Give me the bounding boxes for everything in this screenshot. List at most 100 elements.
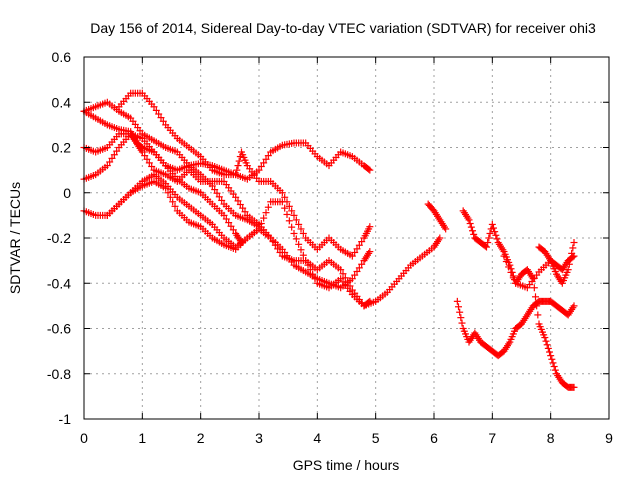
- data-point: [453, 297, 461, 305]
- data-point: [509, 274, 517, 282]
- x-tick-label: 4: [313, 430, 321, 446]
- x-tick-label: 2: [197, 430, 205, 446]
- data-point: [353, 245, 361, 253]
- data-point: [141, 152, 149, 160]
- data-point: [530, 284, 538, 292]
- data-point: [358, 260, 366, 268]
- data-point: [264, 152, 272, 160]
- data-point: [569, 244, 577, 252]
- data-point: [292, 216, 300, 224]
- data-point: [159, 117, 167, 125]
- series-trace-9: [453, 297, 578, 360]
- data-point: [110, 151, 118, 159]
- data-point: [166, 193, 174, 201]
- data-point: [227, 222, 235, 230]
- data-point: [150, 103, 158, 111]
- data-point: [567, 255, 574, 263]
- data-point: [233, 166, 241, 174]
- data-point: [485, 234, 493, 242]
- y-tick-label: 0: [63, 185, 71, 201]
- data-point: [213, 189, 221, 197]
- grid-lines: [84, 57, 609, 419]
- data-point: [470, 230, 478, 238]
- data-point: [351, 271, 359, 279]
- data-point: [493, 235, 501, 243]
- data-point: [171, 202, 179, 210]
- data-point: [348, 275, 356, 283]
- data-point: [285, 217, 293, 225]
- data-point: [339, 270, 347, 278]
- data-point: [547, 352, 555, 360]
- data-point: [278, 198, 286, 206]
- data-point: [507, 268, 515, 276]
- y-tick-label: 0.4: [52, 94, 72, 110]
- data-point: [295, 220, 303, 228]
- data-point: [458, 319, 466, 327]
- y-tick-label: -0.8: [47, 366, 71, 382]
- data-point: [570, 383, 578, 391]
- y-tick-label: -1: [59, 411, 72, 427]
- series-trace-12: [535, 239, 578, 287]
- y-tick-label: -0.4: [47, 275, 71, 291]
- data-point: [366, 166, 374, 174]
- data-point: [341, 274, 349, 282]
- data-point: [455, 303, 462, 311]
- data-point: [215, 193, 223, 201]
- data-point: [267, 234, 275, 242]
- data-point: [534, 311, 542, 319]
- data-point: [218, 196, 226, 204]
- data-point: [565, 260, 573, 268]
- data-point: [239, 204, 247, 212]
- data-point: [108, 154, 116, 162]
- x-tick-label: 9: [605, 430, 613, 446]
- y-tick-label: -0.6: [47, 321, 71, 337]
- data-point: [155, 110, 163, 118]
- data-point: [542, 337, 550, 345]
- data-point: [344, 278, 352, 286]
- data-point: [152, 106, 160, 114]
- x-tick-label: 1: [138, 430, 146, 446]
- x-tick-label: 7: [488, 430, 496, 446]
- data-point: [505, 263, 513, 271]
- data-point: [488, 220, 496, 228]
- data-point: [162, 184, 170, 192]
- data-point: [469, 227, 476, 235]
- data-point: [297, 225, 305, 233]
- data-point: [235, 157, 243, 165]
- data-point: [568, 249, 576, 257]
- series-trace-8: [424, 200, 450, 233]
- data-point: [148, 163, 156, 171]
- data-point: [106, 158, 114, 166]
- data-point: [543, 341, 551, 349]
- data-point: [297, 246, 305, 254]
- data-point: [365, 165, 373, 173]
- data-point: [436, 234, 444, 242]
- data-point: [299, 229, 307, 237]
- data-point: [285, 202, 293, 210]
- data-point: [570, 302, 578, 310]
- data-point: [257, 163, 265, 171]
- series-trace-5: [115, 89, 374, 183]
- data-point: [366, 223, 374, 231]
- data-point: [337, 266, 345, 274]
- data-point: [492, 231, 500, 239]
- data-point: [281, 193, 289, 201]
- data-point: [164, 189, 172, 197]
- x-tick-label: 8: [547, 430, 555, 446]
- chart-title: Day 156 of 2014, Sidereal Day-to-day VTE…: [90, 20, 596, 36]
- series-trace-10: [459, 207, 578, 391]
- data-point: [483, 243, 490, 251]
- data-point: [288, 207, 296, 215]
- data-point: [532, 293, 539, 301]
- data-point: [353, 267, 361, 275]
- data-point: [264, 203, 272, 211]
- data-point: [541, 334, 549, 342]
- data-point: [570, 239, 578, 247]
- data-point: [229, 226, 237, 234]
- data-point: [281, 204, 289, 212]
- data-point: [234, 197, 242, 205]
- data-point: [260, 159, 268, 167]
- data-point: [500, 252, 508, 260]
- data-point: [292, 235, 300, 243]
- data-points: [80, 89, 578, 391]
